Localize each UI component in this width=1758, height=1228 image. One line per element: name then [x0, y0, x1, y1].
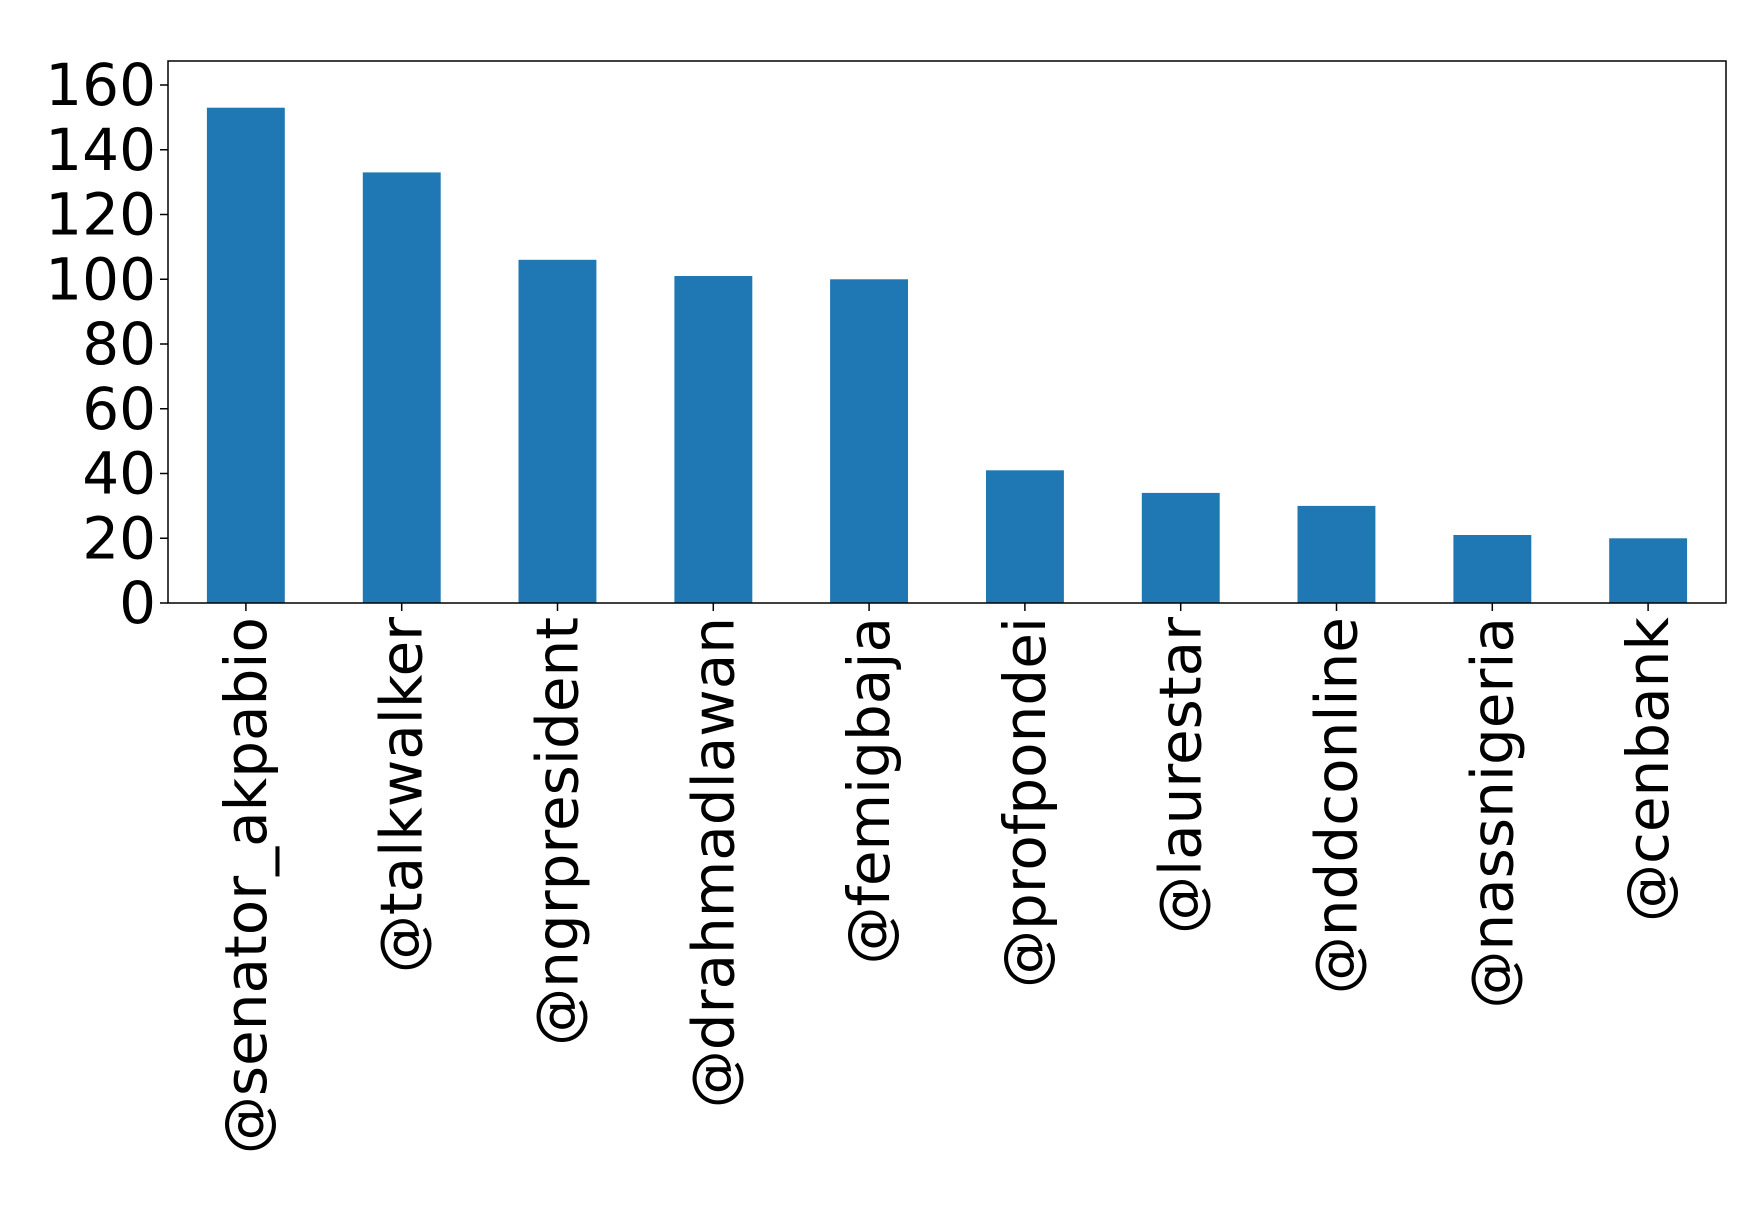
y-tick-label: 60 — [82, 375, 156, 443]
bar-cenbank — [1609, 538, 1688, 604]
y-tick-label: 120 — [45, 181, 156, 249]
bar-senator-akpabio — [206, 107, 285, 603]
x-tick-label: @talkwalker — [368, 617, 436, 973]
y-tick-label: 100 — [45, 245, 156, 313]
bars-group — [206, 107, 1688, 604]
bar-profpondei — [986, 470, 1064, 603]
y-tick-label: 80 — [82, 310, 156, 378]
y-tick-label: 20 — [82, 504, 156, 572]
y-tick-label: 0 — [119, 569, 156, 637]
x-tick-label: @drahmadlawan — [679, 617, 747, 1108]
x-tick-label: @ngrpresident — [524, 617, 592, 1046]
bar-nddconline — [1297, 505, 1376, 603]
bar-laurestar — [1141, 492, 1220, 603]
x-tick-label: @nddconline — [1303, 617, 1371, 994]
bar-talkwalker — [362, 172, 441, 603]
x-tick-label: @senator_akpabio — [212, 617, 280, 1154]
x-tick-label: @cenbank — [1614, 617, 1682, 922]
x-tick-label: @femigbaja — [835, 617, 903, 965]
bar-ngrpresident — [518, 259, 597, 603]
bar-drahmadlawan — [674, 276, 753, 603]
x-tick-label: @laurestar — [1147, 617, 1215, 934]
plot-frame — [167, 60, 1727, 604]
x-tick-label: @nassnigeria — [1458, 617, 1526, 1009]
x-axis: @senator_akpabio @talkwalker @ngrpresident… — [212, 603, 1682, 1154]
bar-femigbaja — [830, 279, 908, 604]
y-tick-label: 160 — [45, 51, 156, 119]
y-tick-label: 40 — [82, 440, 156, 508]
y-tick-label: 140 — [45, 116, 156, 184]
x-tick-label: @profpondei — [991, 617, 1059, 988]
bar-nassnigeria — [1453, 535, 1532, 603]
